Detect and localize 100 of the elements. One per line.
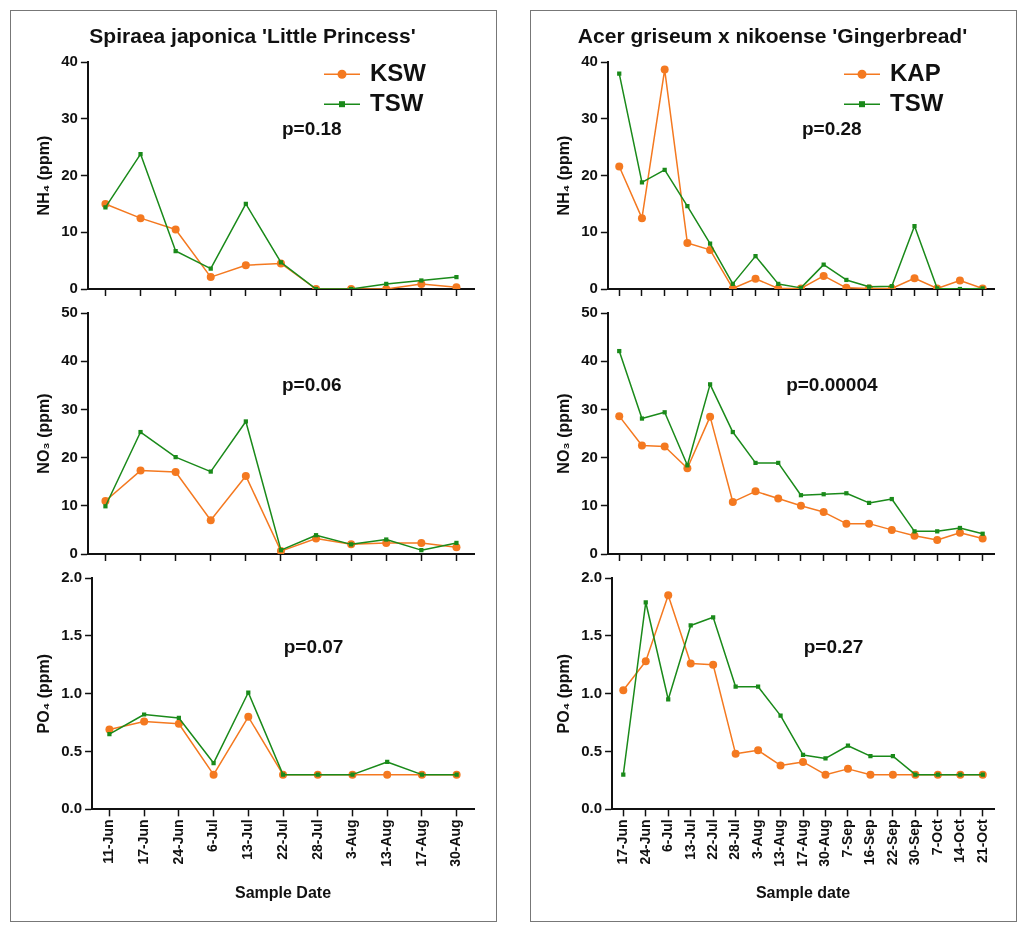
- point: [103, 205, 108, 210]
- point: [244, 712, 253, 721]
- x-tick-label: 7-Oct: [928, 819, 945, 856]
- y-tick-label: 0: [589, 279, 598, 297]
- y-tick-label: 30: [581, 399, 598, 417]
- point: [241, 261, 250, 270]
- point: [660, 65, 669, 74]
- y-tick-label: 20: [61, 165, 78, 183]
- x-tick-label: 24-Jun: [636, 819, 653, 865]
- y-tick-label: 20: [61, 447, 78, 465]
- x-tick-label: 22-Sep: [883, 819, 900, 866]
- x-tick-label: 3-Aug: [748, 819, 765, 860]
- x-tick-label: 14-Oct: [951, 819, 968, 863]
- point: [774, 494, 783, 503]
- point: [821, 770, 830, 779]
- point: [978, 534, 987, 543]
- point: [819, 508, 828, 517]
- y-axis-title: PO₄ (ppm): [35, 653, 53, 734]
- point: [865, 519, 874, 528]
- x-tick-label: 30-Sep: [906, 819, 923, 866]
- point: [799, 757, 808, 766]
- y-tick-label: 50: [61, 303, 78, 321]
- chart-title: Acer griseum x nikoense 'Gingerbread': [577, 24, 968, 48]
- x-tick-label: 28-Jul: [726, 819, 743, 860]
- point: [419, 278, 424, 283]
- y-tick-label: 40: [581, 52, 598, 70]
- x-tick-label: 17-Aug: [412, 819, 429, 867]
- y-tick-label: 1.5: [581, 625, 603, 643]
- point: [666, 697, 671, 702]
- point: [454, 274, 459, 280]
- point: [136, 214, 145, 223]
- y-tick-label: 30: [61, 109, 78, 127]
- point: [243, 419, 248, 424]
- y-tick-label: 0.5: [581, 741, 603, 759]
- x-tick-label: 13-Aug: [771, 819, 788, 867]
- x-tick-label: 13-Jul: [239, 819, 256, 860]
- point: [754, 746, 763, 755]
- y-tick-label: 1.0: [61, 683, 83, 701]
- y-tick-label: 1.5: [61, 625, 83, 643]
- x-tick-label: 3-Aug: [343, 819, 360, 860]
- x-tick-label: 30-Aug: [447, 819, 464, 867]
- point: [246, 690, 251, 695]
- point: [685, 463, 690, 468]
- x-tick-label: 16-Sep: [861, 819, 878, 866]
- point: [866, 770, 875, 779]
- annotation: p=0.18: [281, 118, 342, 140]
- point: [796, 501, 805, 510]
- y-axis-title: NO₃ (ppm): [555, 393, 573, 474]
- point: [208, 266, 213, 271]
- y-tick-label: 10: [61, 495, 78, 513]
- point: [910, 531, 919, 540]
- y-tick-label: 20: [581, 447, 598, 465]
- y-tick-label: 20: [581, 165, 598, 183]
- x-tick-label: 6-Jul: [659, 819, 676, 853]
- x-tick-label: 13-Aug: [378, 819, 395, 867]
- x-axis-title: Sample date: [755, 883, 851, 901]
- annotation: p=0.00004: [786, 373, 878, 395]
- legend-label: KSW: [370, 58, 427, 86]
- x-tick-label: 22-Jul: [273, 819, 290, 860]
- point: [753, 460, 758, 466]
- point: [171, 468, 180, 477]
- point: [683, 239, 692, 248]
- y-tick-label: 30: [61, 399, 78, 417]
- point: [619, 686, 628, 695]
- point: [660, 442, 669, 451]
- point: [138, 429, 143, 435]
- y-tick-label: 2.0: [581, 568, 603, 586]
- point: [776, 761, 785, 770]
- point: [615, 162, 624, 171]
- point: [383, 770, 392, 779]
- point: [637, 441, 646, 450]
- y-tick-label: 40: [61, 351, 78, 369]
- point: [174, 719, 183, 728]
- y-tick-label: 0.0: [61, 799, 83, 817]
- y-axis-title: NO₃ (ppm): [35, 393, 53, 474]
- point: [241, 471, 250, 480]
- x-tick-label: 17-Aug: [793, 819, 810, 867]
- point: [637, 214, 646, 223]
- point: [107, 732, 112, 737]
- y-tick-label: 0: [69, 544, 78, 562]
- point: [933, 536, 942, 545]
- y-tick-label: 10: [581, 495, 598, 513]
- x-axis-title: Sample Date: [235, 883, 332, 901]
- point: [888, 770, 897, 779]
- point: [211, 760, 216, 766]
- point: [454, 540, 459, 546]
- point: [384, 537, 389, 542]
- x-tick-label: 11-Jun: [100, 819, 117, 864]
- y-axis-title: NH₄ (ppm): [35, 135, 53, 216]
- point: [206, 273, 215, 282]
- point: [955, 528, 964, 537]
- point: [823, 756, 828, 761]
- x-tick-label: 24-Jun: [169, 819, 186, 865]
- point: [417, 538, 426, 547]
- point: [208, 469, 213, 474]
- y-tick-label: 10: [581, 222, 598, 240]
- y-tick-label: 40: [581, 351, 598, 369]
- point: [664, 591, 673, 600]
- x-tick-label: 17-Jun: [614, 819, 631, 865]
- point: [731, 749, 740, 758]
